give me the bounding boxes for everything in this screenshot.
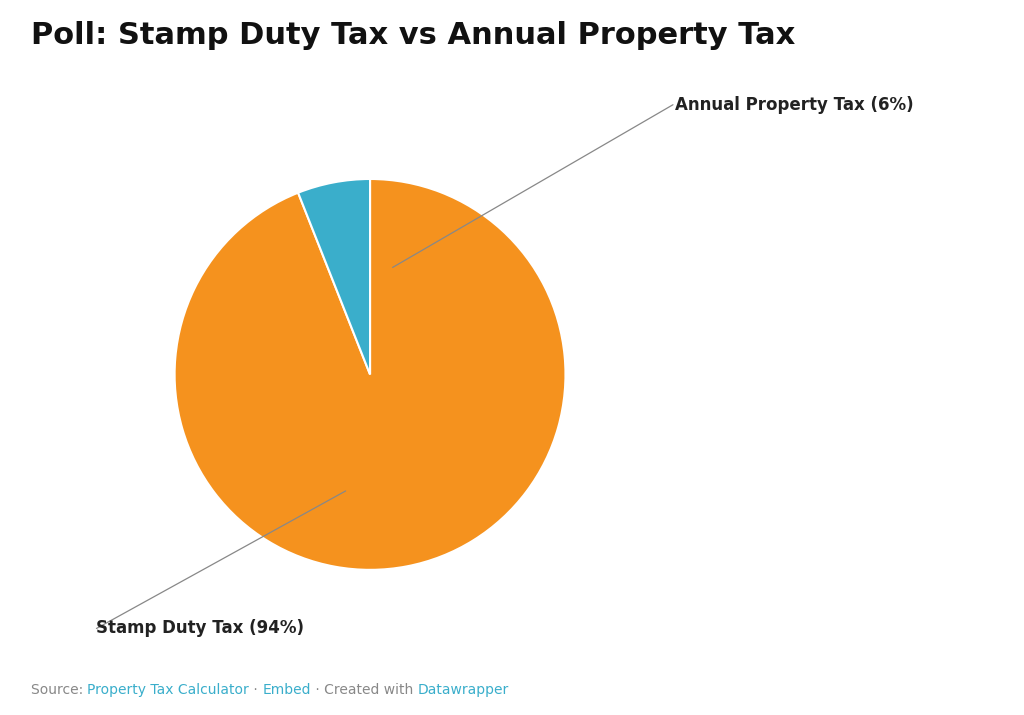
Text: Property Tax Calculator: Property Tax Calculator [87, 683, 249, 697]
Wedge shape [175, 179, 565, 570]
Text: Datawrapper: Datawrapper [418, 683, 509, 697]
Text: Stamp Duty Tax (94%): Stamp Duty Tax (94%) [96, 619, 304, 638]
Text: Poll: Stamp Duty Tax vs Annual Property Tax: Poll: Stamp Duty Tax vs Annual Property … [31, 21, 795, 51]
Text: Annual Property Tax (6%): Annual Property Tax (6%) [675, 96, 913, 114]
Text: ·: · [249, 683, 262, 697]
Wedge shape [298, 179, 370, 375]
Text: Source:: Source: [31, 683, 87, 697]
Text: Embed: Embed [262, 683, 310, 697]
Text: · Created with: · Created with [310, 683, 418, 697]
